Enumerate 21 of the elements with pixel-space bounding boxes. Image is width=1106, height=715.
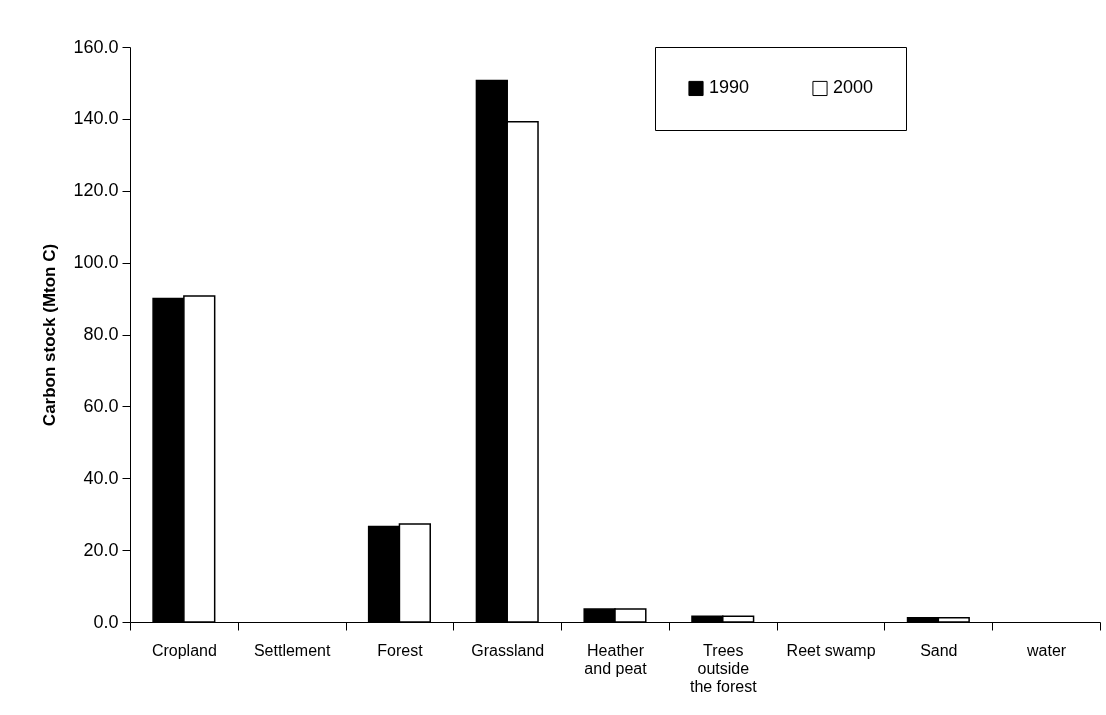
y-tick-label: 100.0: [73, 252, 119, 273]
y-tick-label: 80.0: [83, 324, 119, 344]
x-tick-label: water: [1026, 641, 1067, 659]
y-axis-title: Carbon stock (Mton C): [40, 243, 60, 427]
y-tick-label: 0.0: [93, 611, 119, 632]
x-tick-label: Settlement: [253, 641, 331, 659]
legend-label: 1990: [709, 77, 750, 98]
x-tick-label: Cropland: [151, 641, 217, 659]
y-tick-label: 120.0: [73, 180, 119, 201]
x-tick-label: Heather and peat: [584, 641, 648, 677]
x-tick-label: Trees outside the forest: [689, 641, 758, 695]
y-tick-label: 60.0: [83, 395, 119, 416]
legend-label: 2000: [833, 77, 874, 98]
y-tick-label: 140.0: [73, 108, 119, 129]
x-tick-label: Reet swamp: [786, 641, 876, 659]
y-tick-label: 40.0: [83, 467, 119, 488]
x-tick-label: Sand: [920, 641, 958, 659]
x-tick-label: Grassland: [471, 641, 545, 659]
y-tick-label: 20.0: [83, 539, 119, 560]
x-tick-label: Forest: [377, 641, 424, 659]
y-tick-label: 160.0: [73, 36, 119, 57]
